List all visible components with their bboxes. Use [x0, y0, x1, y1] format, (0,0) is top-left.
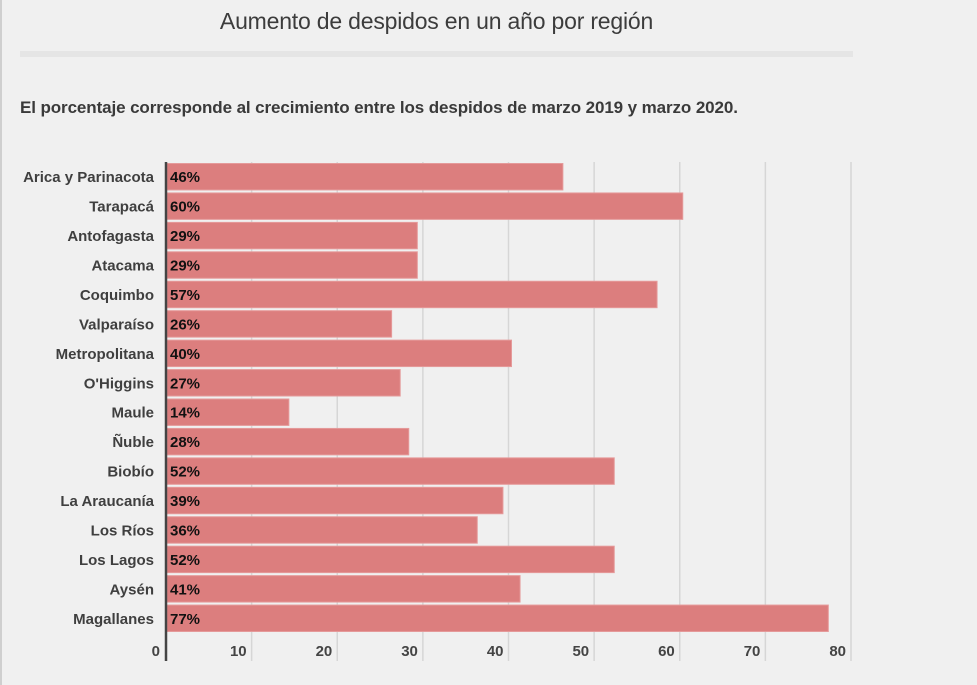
x-tick-label: 10 — [230, 643, 247, 660]
data-label: 40% — [170, 346, 200, 363]
bar — [166, 310, 393, 338]
bar — [166, 339, 512, 368]
category-label: Valparaíso — [79, 316, 154, 333]
category-label: Ñuble — [112, 433, 154, 451]
category-label: Maule — [111, 405, 154, 422]
bar — [166, 427, 410, 456]
data-label: 57% — [170, 287, 200, 304]
x-tick-label: 60 — [658, 643, 675, 660]
bar — [166, 369, 401, 397]
category-label: La Araucanía — [60, 493, 154, 510]
x-tick-label: 50 — [572, 643, 589, 660]
category-label: Los Ríos — [91, 522, 154, 539]
bar — [166, 545, 615, 574]
data-label: 29% — [170, 228, 200, 245]
data-label: 26% — [170, 316, 200, 333]
data-label: 52% — [170, 464, 200, 481]
left-border — [0, 0, 2, 685]
x-tick-label: 30 — [401, 643, 418, 660]
category-label: Metropolitana — [56, 346, 155, 363]
data-label: 77% — [170, 611, 200, 628]
title-divider — [20, 51, 853, 57]
category-label: Arica y Parinacota — [23, 169, 155, 186]
data-label: 60% — [170, 199, 200, 216]
x-tick-label: 70 — [744, 643, 761, 660]
data-label: 52% — [170, 552, 200, 569]
category-label: Atacama — [91, 258, 154, 275]
bar — [166, 457, 615, 485]
category-label: O'Higgins — [84, 375, 154, 392]
x-tick-label: 20 — [316, 643, 333, 660]
bar — [166, 280, 658, 309]
category-label: Magallanes — [73, 611, 154, 628]
category-label: Antofagasta — [67, 228, 154, 245]
bar — [166, 575, 521, 603]
category-label: Biobío — [107, 464, 154, 481]
category-label: Los Lagos — [79, 552, 154, 569]
chart-title: Aumento de despidos en un año por región — [219, 8, 654, 34]
category-label: Aysén — [110, 581, 154, 598]
data-label: 39% — [170, 493, 200, 510]
bar — [166, 604, 829, 632]
x-tick-label: 80 — [829, 643, 846, 660]
data-label: 29% — [170, 258, 200, 275]
data-label: 14% — [170, 405, 200, 422]
bar — [166, 516, 478, 544]
bar — [166, 486, 504, 515]
bar — [166, 192, 684, 220]
bar — [166, 251, 418, 279]
data-label: 41% — [170, 581, 200, 598]
data-label: 36% — [170, 522, 200, 539]
bar — [166, 221, 418, 250]
category-label: Tarapacá — [89, 199, 154, 216]
x-tick-label: 0 — [152, 643, 160, 660]
bar — [166, 163, 564, 191]
data-label: 27% — [170, 375, 200, 392]
x-tick-label: 40 — [487, 643, 504, 660]
category-label: Coquimbo — [80, 287, 154, 304]
data-label: 46% — [170, 169, 200, 186]
chart-subtitle: El porcentaje corresponde al crecimiento… — [20, 98, 738, 117]
data-label: 28% — [170, 434, 200, 451]
